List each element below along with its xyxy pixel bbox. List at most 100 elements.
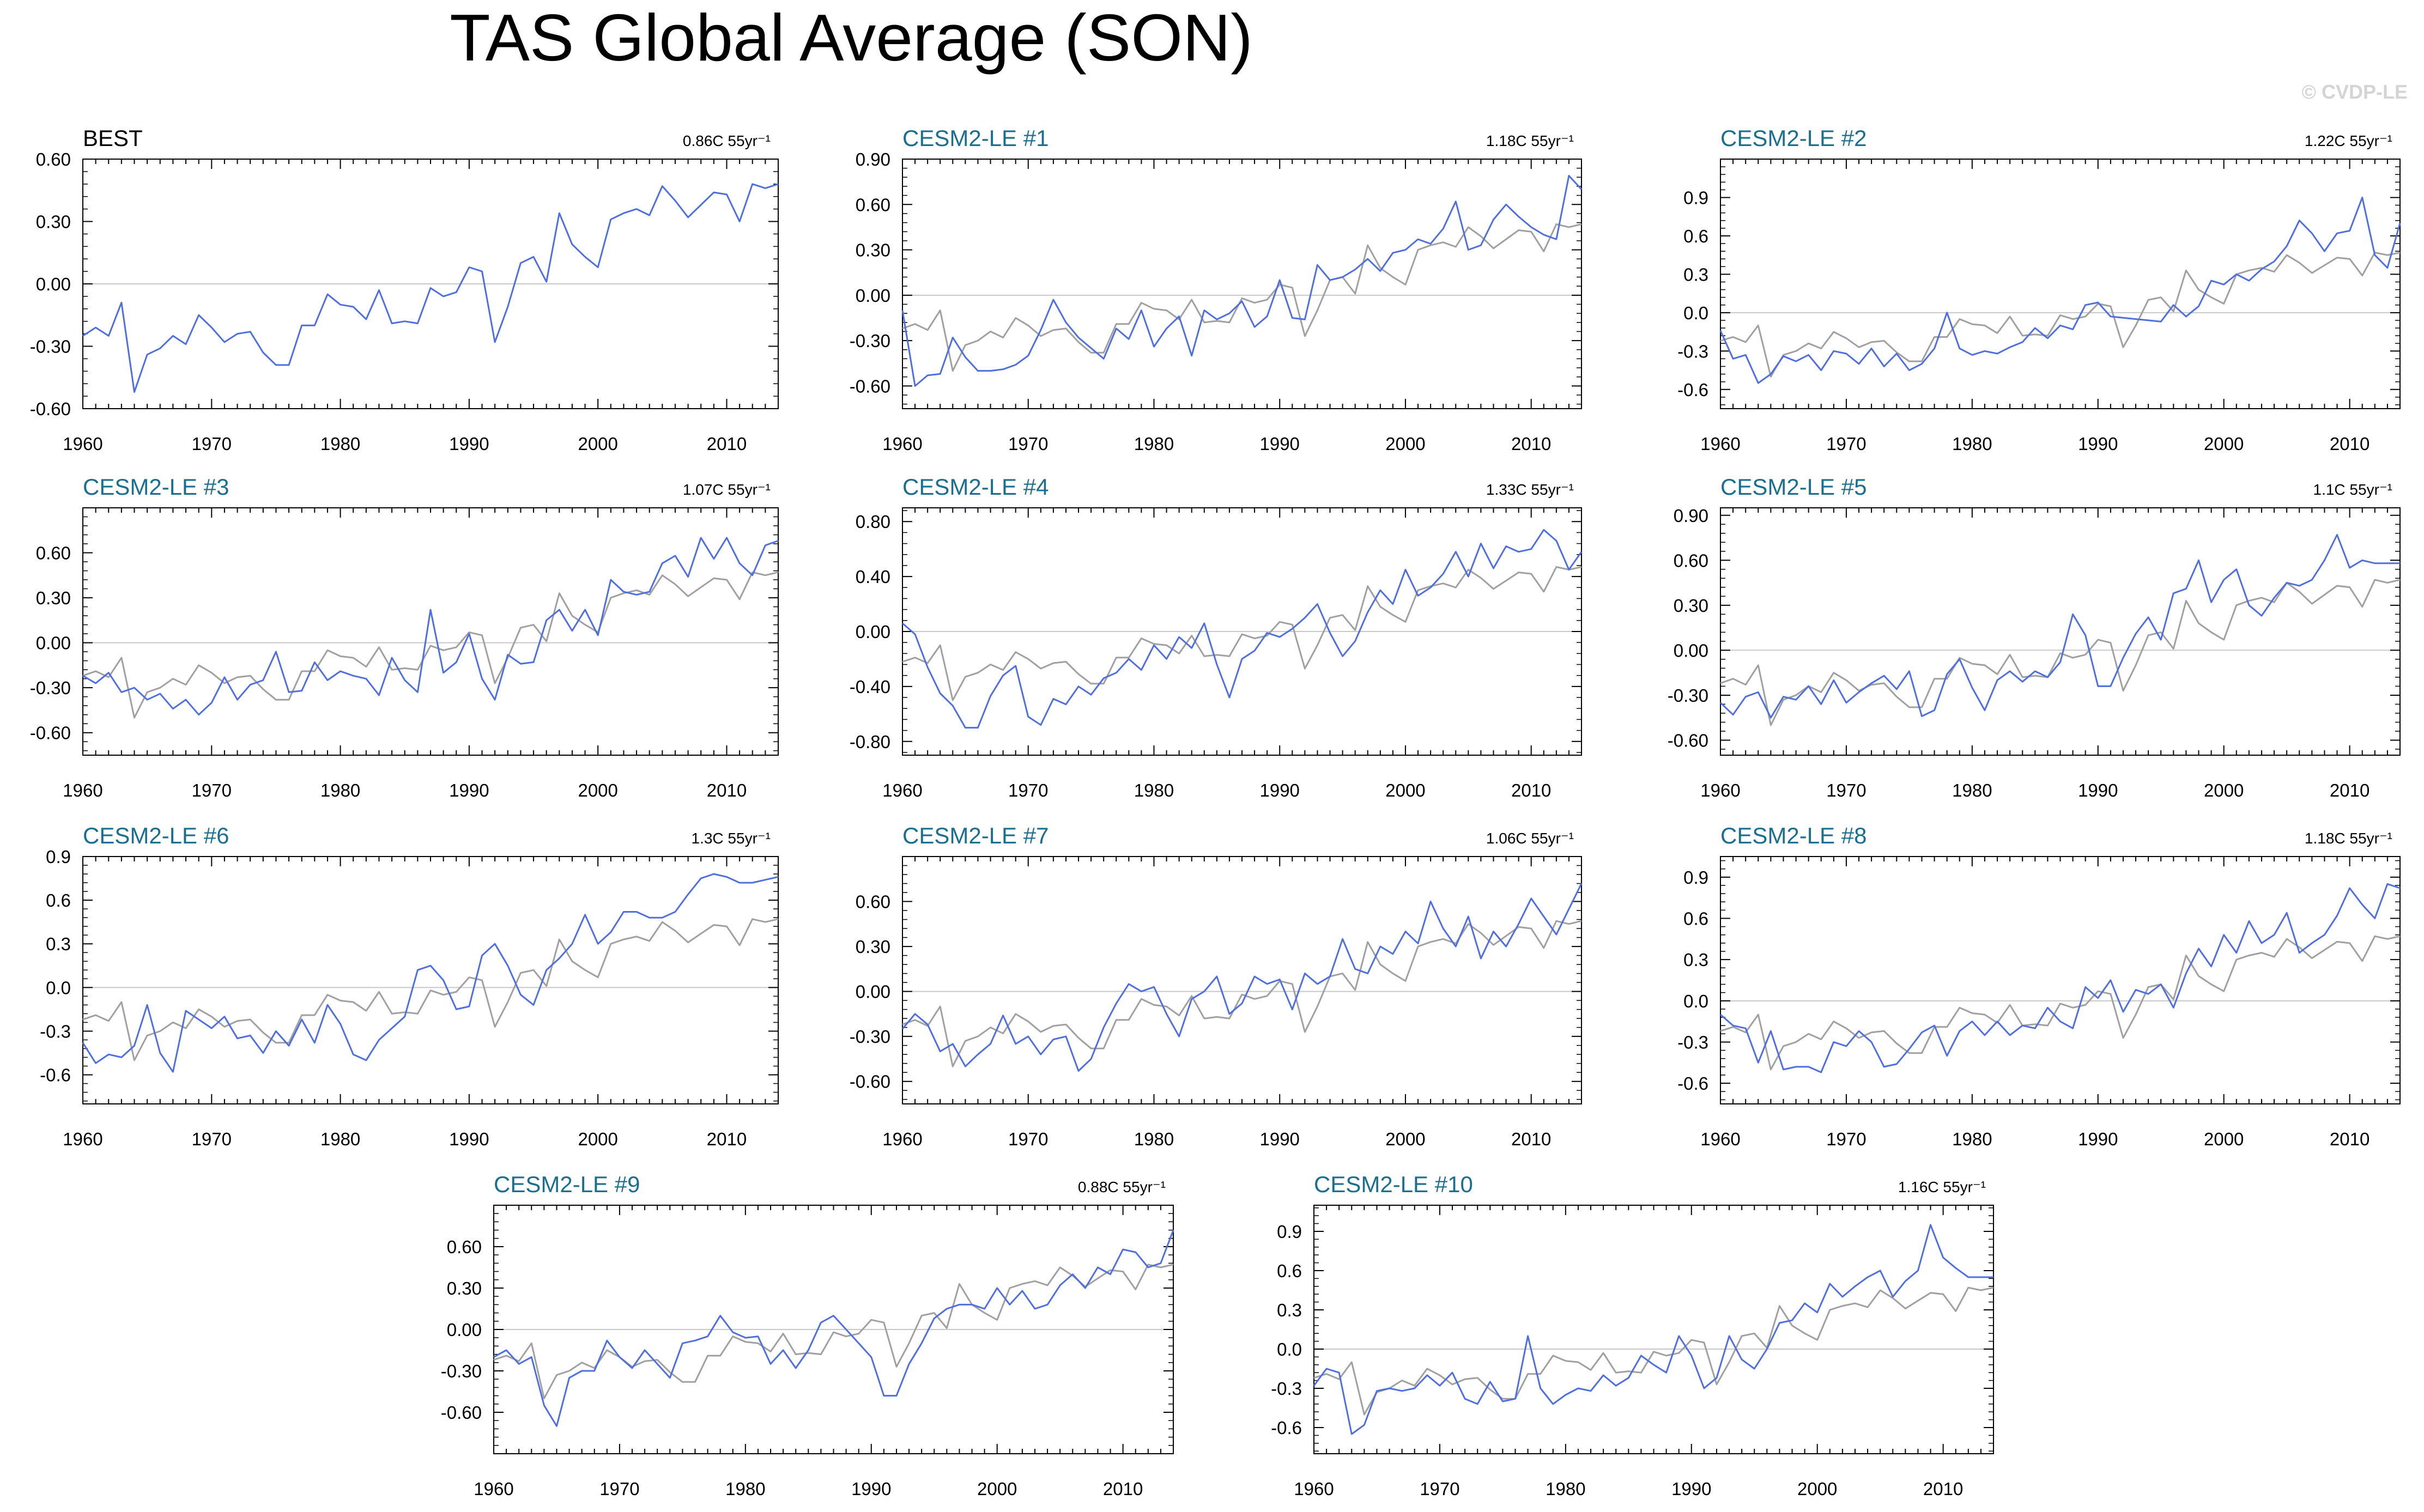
x-tick-label: 1970: [1420, 1479, 1459, 1499]
x-tick-label: 1980: [320, 780, 360, 800]
x-tick-label: 1960: [63, 434, 102, 454]
panel-8: CESM2-LE #7 1.06C 55yr⁻¹ 1960 1970 1980 1990 2…: [850, 823, 1583, 1149]
panel-title: CESM2-LE #6: [83, 823, 229, 848]
ensemble-mean-line: [902, 566, 1582, 701]
y-tick-label: -0.6: [1677, 1073, 1708, 1094]
y-tick-label: 0.00: [447, 1320, 482, 1340]
member-series-line: [902, 529, 1583, 729]
x-tick-label: 2000: [1385, 434, 1425, 454]
y-tick-label: 0.80: [856, 512, 890, 532]
x-tick-label: 2010: [2330, 1129, 2370, 1149]
y-tick-label: 0.3: [1683, 950, 1708, 970]
y-tick-label: 0.00: [1674, 640, 1708, 660]
ensemble-mean-line: [902, 920, 1582, 1067]
x-tick-label: 1970: [599, 1479, 639, 1499]
panel-title: CESM2-LE #4: [902, 474, 1049, 500]
panel-11: CESM2-LE #10 1.16C 55yr⁻¹ 1960 1970 1980 1990…: [1271, 1171, 1994, 1499]
panel-10: CESM2-LE #9 0.88C 55yr⁻¹ 1960 1970 1980 1990 2…: [441, 1171, 1174, 1499]
y-tick-label: 0.60: [447, 1237, 482, 1257]
plot-frame: [1313, 1205, 1994, 1454]
x-tick-label: 1960: [1294, 1479, 1334, 1499]
panel-title: CESM2-LE #7: [902, 823, 1049, 848]
y-tick-label: 0.00: [36, 633, 71, 653]
x-tick-label: 2000: [1797, 1479, 1837, 1499]
trend-label: 1.33C 55yr⁻¹: [1486, 481, 1574, 498]
y-tick-label: 0.30: [36, 588, 71, 608]
y-tick-label: -0.40: [850, 677, 890, 697]
x-tick-label: 1970: [192, 434, 232, 454]
panel-1: BEST 0.86C 55yr⁻¹ 1960 1970 1980 1990 2000 2010…: [30, 125, 779, 454]
member-series-line: [901, 175, 1583, 387]
member-series-line: [493, 1230, 1174, 1427]
ensemble-mean-line: [82, 571, 779, 719]
x-tick-label: 1990: [1260, 780, 1300, 800]
y-tick-label: 0.9: [46, 847, 71, 867]
panel-3: CESM2-LE #2 1.22C 55yr⁻¹ 1960 1970 1980 1990 2…: [1677, 125, 2401, 454]
y-tick-label: -0.6: [1271, 1418, 1302, 1438]
y-tick-label: 0.60: [36, 543, 71, 563]
plot-frame: [82, 507, 779, 756]
x-tick-label: 1990: [449, 434, 489, 454]
y-tick-label: 0.6: [46, 890, 71, 910]
x-tick-label: 1980: [1134, 1129, 1174, 1149]
x-tick-label: 2010: [1103, 1479, 1143, 1499]
x-tick-label: 1970: [1008, 434, 1048, 454]
y-tick-label: -0.6: [1677, 380, 1708, 400]
y-tick-label: 0.0: [1683, 303, 1708, 323]
x-tick-label: 1980: [1952, 434, 1992, 454]
x-tick-label: 1990: [2078, 780, 2118, 800]
x-tick-label: 2010: [1511, 434, 1551, 454]
y-tick-label: -0.30: [30, 337, 71, 357]
x-tick-label: 1980: [1134, 780, 1174, 800]
panel-title: CESM2-LE #5: [1720, 474, 1867, 500]
ensemble-mean-line: [82, 918, 779, 1061]
x-tick-label: 1960: [63, 780, 102, 800]
member-series-line: [82, 537, 779, 716]
y-tick-label: 0.3: [46, 934, 71, 954]
y-tick-label: 0.9: [1683, 187, 1708, 208]
x-tick-label: 1960: [474, 1479, 513, 1499]
x-tick-label: 1960: [63, 1129, 102, 1149]
x-tick-label: 1990: [449, 1129, 489, 1149]
plot-frame: [1720, 159, 2401, 409]
panel-title: CESM2-LE #8: [1720, 823, 1867, 848]
y-tick-label: 0.6: [1683, 909, 1708, 929]
y-tick-label: 0.30: [1674, 596, 1708, 616]
y-tick-label: -0.30: [850, 1027, 890, 1047]
trend-label: 0.86C 55yr⁻¹: [683, 132, 771, 149]
x-tick-label: 1970: [1008, 780, 1048, 800]
member-series-line: [1719, 197, 2401, 384]
x-tick-label: 2010: [2330, 434, 2370, 454]
x-tick-label: 2010: [1511, 780, 1551, 800]
ensemble-mean-line: [1313, 1286, 1994, 1416]
x-tick-label: 1980: [1952, 780, 1992, 800]
trend-label: 1.1C 55yr⁻¹: [2313, 481, 2393, 498]
y-tick-label: -0.60: [850, 1072, 890, 1092]
x-tick-label: 1980: [1952, 1129, 1992, 1149]
plot-frame: [1720, 856, 2401, 1104]
y-tick-label: 0.60: [36, 149, 71, 169]
y-tick-label: 0.30: [36, 212, 71, 232]
y-tick-label: 0.90: [856, 149, 890, 169]
y-tick-label: -0.60: [1668, 730, 1708, 750]
x-tick-label: 2010: [707, 434, 747, 454]
x-tick-label: 2000: [1385, 1129, 1425, 1149]
panel-7: CESM2-LE #6 1.3C 55yr⁻¹ 1960 1970 1980 1990 20…: [40, 823, 779, 1149]
y-tick-label: 0.30: [856, 240, 890, 260]
x-tick-label: 1970: [1826, 434, 1866, 454]
x-tick-label: 2010: [1923, 1479, 1963, 1499]
x-tick-label: 1990: [1260, 1129, 1300, 1149]
y-tick-label: -0.30: [441, 1361, 482, 1381]
y-tick-label: -0.6: [40, 1065, 71, 1085]
x-tick-label: 2010: [1511, 1129, 1551, 1149]
ensemble-mean-line: [493, 1264, 1174, 1400]
y-tick-label: 0.90: [1674, 506, 1708, 526]
figure-title: TAS Global Average (SON): [450, 1, 1253, 75]
y-tick-label: 0.0: [1277, 1339, 1302, 1359]
y-tick-label: 0.30: [447, 1278, 482, 1298]
y-tick-label: 0.40: [856, 567, 890, 587]
x-tick-label: 1960: [1700, 780, 1740, 800]
x-tick-label: 1980: [1134, 434, 1174, 454]
y-tick-label: -0.60: [441, 1402, 482, 1423]
